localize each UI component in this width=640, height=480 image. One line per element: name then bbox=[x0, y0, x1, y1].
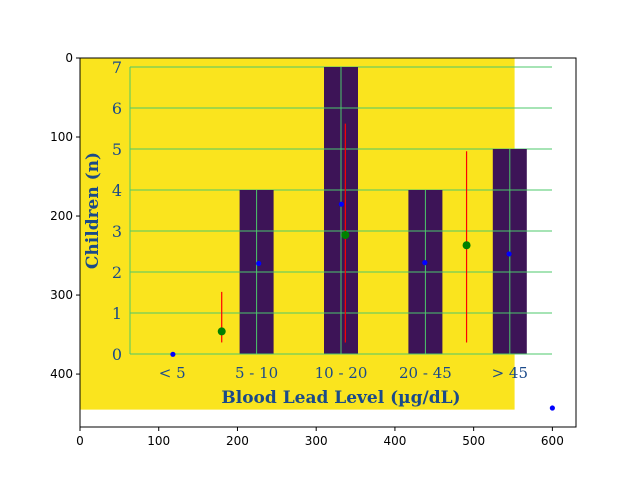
inner-y-tick-label: 6 bbox=[112, 99, 122, 118]
blue-point bbox=[549, 405, 555, 411]
inner-y-axis-title: Children (n) bbox=[83, 152, 103, 269]
embedded-image-background bbox=[80, 58, 515, 410]
blue-point bbox=[422, 260, 428, 266]
x-tick-label: 200 bbox=[226, 434, 249, 448]
green-point bbox=[341, 230, 350, 239]
x-tick-label: 0 bbox=[76, 434, 84, 448]
x-tick-label: 400 bbox=[383, 434, 406, 448]
blue-point bbox=[170, 351, 176, 357]
green-point bbox=[462, 241, 471, 250]
inner-y-tick-label: 0 bbox=[112, 345, 122, 364]
inner-y-tick-label: 3 bbox=[112, 222, 122, 241]
blue-point bbox=[506, 251, 512, 257]
x-tick-label: 100 bbox=[147, 434, 170, 448]
green-point bbox=[217, 327, 226, 336]
inner-y-tick-label: 4 bbox=[112, 181, 122, 200]
y-tick-label: 0 bbox=[65, 51, 73, 65]
y-tick-label: 200 bbox=[50, 209, 73, 223]
x-tick-label: 600 bbox=[541, 434, 564, 448]
inner-y-tick-label: 1 bbox=[112, 304, 122, 323]
inner-y-tick-label: 5 bbox=[112, 140, 122, 159]
blue-point bbox=[338, 201, 344, 207]
y-tick-label: 100 bbox=[50, 130, 73, 144]
y-tick-label: 400 bbox=[50, 367, 73, 381]
y-tick-label: 300 bbox=[50, 288, 73, 302]
x-tick-label: 300 bbox=[305, 434, 328, 448]
blue-point bbox=[256, 260, 262, 267]
category-label: > 45 bbox=[492, 364, 528, 382]
category-label: 10 - 20 bbox=[315, 364, 368, 382]
category-label: 20 - 45 bbox=[399, 364, 452, 382]
x-tick-label: 500 bbox=[462, 434, 485, 448]
category-label: 5 - 10 bbox=[235, 364, 278, 382]
inner-y-tick-label: 7 bbox=[112, 58, 122, 77]
inner-y-tick-label: 2 bbox=[112, 263, 122, 282]
axes-frame bbox=[79, 57, 577, 428]
inner-x-axis-title: Blood Lead Level (µg/dL) bbox=[221, 388, 460, 408]
category-label: < 5 bbox=[159, 364, 186, 382]
